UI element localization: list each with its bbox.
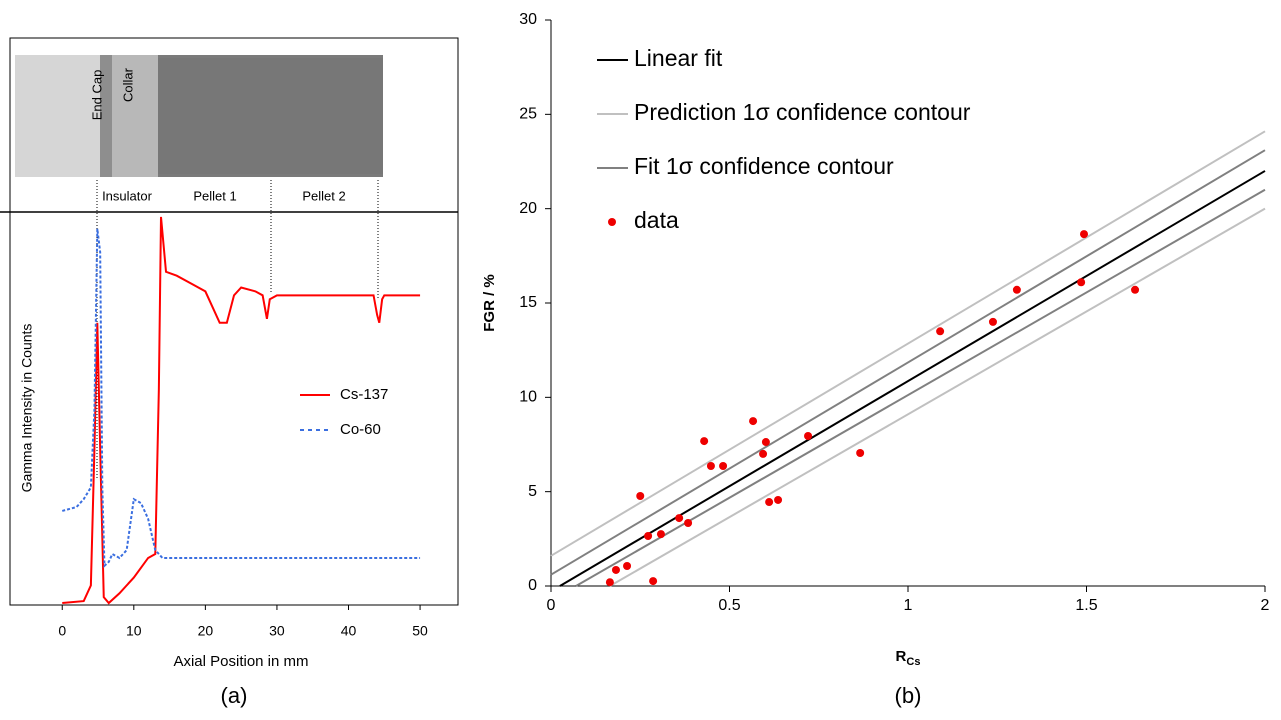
photo-collar [112, 55, 158, 177]
fit-line [550, 130, 1266, 557]
y-tick-label: 20 [519, 200, 537, 217]
data-point [656, 530, 665, 539]
x-tick-label: 0.5 [718, 597, 740, 614]
photo-gap [100, 55, 112, 177]
x-tick-label: 40 [341, 623, 357, 639]
image-label: Pellet 1 [193, 188, 236, 203]
y-tick-label: 30 [519, 11, 537, 28]
y-axis-label: Gamma Intensity in Counts [19, 324, 35, 493]
y-tick-label: 15 [519, 294, 537, 311]
y-tick-label: 0 [528, 577, 537, 594]
data-point [684, 518, 693, 527]
legend-label: Linear fit [634, 45, 723, 71]
data-point [1012, 285, 1021, 294]
y-axis-label: FGR / % [481, 274, 498, 332]
x-label-sub: Cs [906, 656, 920, 668]
image-label: Insulator [102, 188, 153, 203]
legend-label: Fit 1σ confidence contour [634, 153, 894, 179]
data-point [611, 565, 620, 574]
data-point [856, 448, 865, 457]
data-point [1131, 285, 1140, 294]
data-point [644, 532, 653, 541]
y-tick-label: 25 [519, 106, 537, 123]
legend-label: Co-60 [340, 421, 381, 438]
data-point [636, 492, 645, 501]
data-point [719, 462, 728, 471]
x-label-main: R [896, 648, 907, 665]
y-tick-label: 5 [528, 483, 537, 500]
data-point [649, 577, 658, 586]
photo-pellets [158, 58, 383, 174]
y-tick-label: 10 [519, 389, 537, 406]
fit-line [559, 170, 1266, 587]
data-point [765, 498, 774, 507]
x-tick-label: 50 [412, 623, 428, 639]
image-label: End Cap [89, 70, 104, 121]
image-label: Pellet 2 [302, 188, 345, 203]
photo-end-cap [15, 55, 100, 177]
caption: (b) [895, 683, 922, 708]
data-point [605, 578, 614, 587]
plot-frame [9, 37, 459, 606]
legend-label: data [634, 207, 679, 233]
legend-label: Prediction 1σ confidence contour [634, 99, 971, 125]
data-point [706, 462, 715, 471]
x-tick-label: 1.5 [1075, 597, 1097, 614]
fit-line [609, 207, 1266, 587]
data-point [804, 432, 813, 441]
data-point [675, 514, 684, 523]
caption: (a) [221, 683, 248, 708]
data-point [623, 562, 632, 571]
legend-swatch [608, 218, 616, 226]
photo [15, 55, 383, 177]
data-point [774, 495, 783, 504]
x-axis-label: Axial Position in mm [173, 653, 308, 670]
x-tick-label: 1 [904, 597, 913, 614]
x-tick-label: 30 [269, 623, 285, 639]
x-axis-label: RCs [896, 648, 921, 668]
x-tick-label: 0 [58, 623, 66, 639]
x-tick-label: 2 [1261, 597, 1270, 614]
x-tick-label: 10 [126, 623, 142, 639]
x-tick-label: 0 [547, 597, 556, 614]
data-point [988, 317, 997, 326]
data-point [749, 417, 758, 426]
fit-line [575, 188, 1266, 587]
fit-line [550, 149, 1266, 576]
legend-label: Cs-137 [340, 386, 388, 403]
data-point [1080, 230, 1089, 239]
data-point [761, 438, 770, 447]
image-label: Collar [120, 67, 135, 102]
x-tick-label: 20 [198, 623, 214, 639]
series-line [62, 216, 421, 605]
data-point [1077, 278, 1086, 287]
data-point [700, 437, 709, 446]
data-point [936, 327, 945, 336]
data-point [759, 449, 768, 458]
